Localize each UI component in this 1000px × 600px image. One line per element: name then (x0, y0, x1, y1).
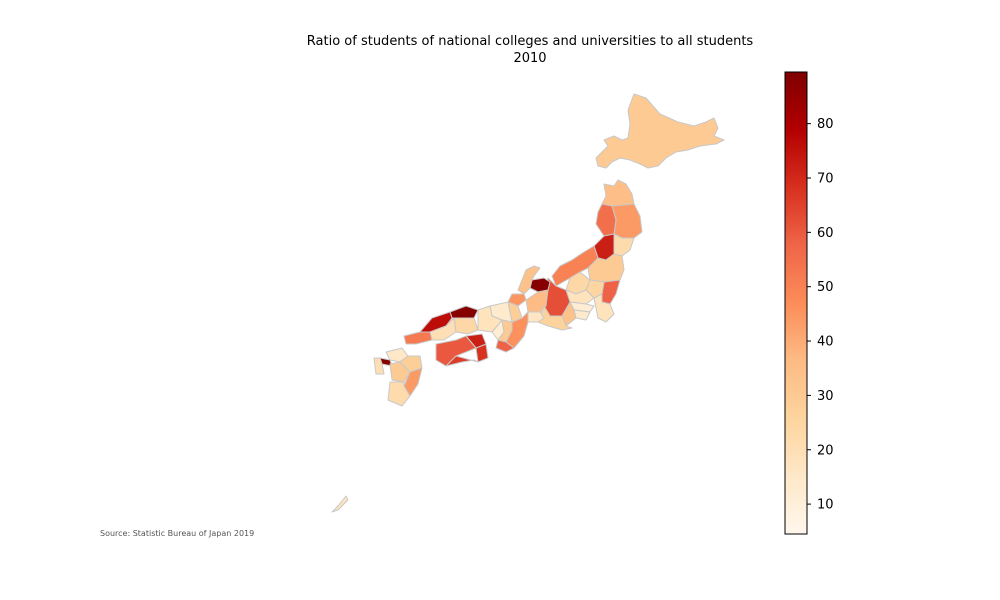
region-yamaguchi (403, 331, 433, 345)
colorbar-tick-label-60: 60 (817, 226, 834, 241)
region-kagoshima (387, 381, 411, 407)
region-oita (399, 355, 423, 373)
region-chiba (593, 293, 615, 323)
region-ehime (435, 335, 477, 367)
region-kochi (445, 355, 479, 367)
colorbar-tick-label-10: 10 (817, 498, 834, 513)
region-fukushima (587, 253, 625, 283)
title-line-2: 2010 (513, 51, 547, 66)
colorbar-tick-label-50: 50 (817, 280, 834, 295)
region-hokkaido (595, 93, 725, 169)
map-title: Ratio of students of national colleges a… (230, 33, 830, 67)
source-note: Source: Statistic Bureau of Japan 2019 (100, 529, 255, 538)
region-wakayama (495, 339, 515, 353)
region-fukui (507, 293, 527, 307)
region-nagasaki (373, 357, 385, 375)
colorbar-tick-label-40: 40 (817, 335, 834, 350)
colorbar-tick-label-30: 30 (817, 389, 834, 404)
colorbar-tick-label-80: 80 (817, 117, 834, 132)
region-ishikawa (517, 265, 541, 295)
region-miyazaki (403, 367, 423, 397)
region-shizuoka (537, 305, 573, 331)
colorbar-gradient (784, 71, 808, 535)
title-line-1: Ratio of students of national colleges a… (306, 34, 754, 49)
region-okinawa (331, 495, 349, 513)
colorbar-tick-label-70: 70 (817, 171, 834, 186)
colorbar-tick-label-20: 20 (817, 443, 834, 458)
